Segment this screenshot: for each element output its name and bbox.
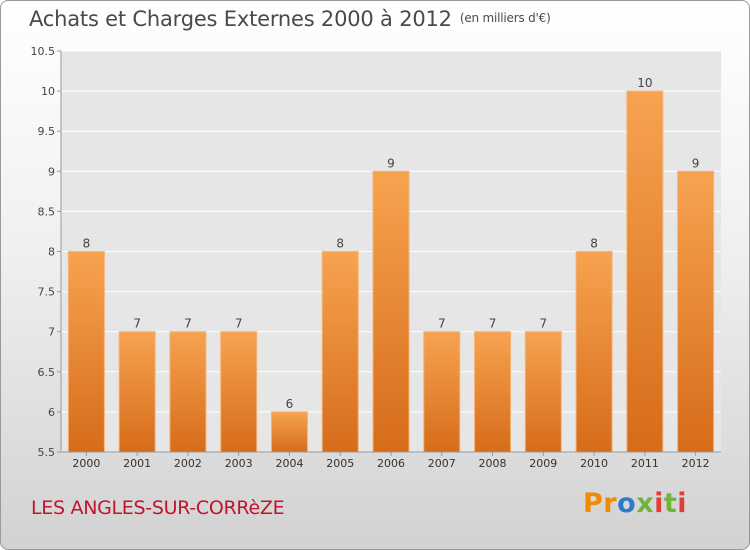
x-tick-label: 2003 bbox=[225, 457, 253, 470]
y-tick-label: 7 bbox=[48, 326, 55, 339]
data-label: 7 bbox=[235, 317, 243, 331]
labels: 5.5 6 6.5 7 7.5 8 8.5 9 9.5 10 10.5 8 2000 7 2001 7 2002… bbox=[31, 45, 710, 470]
y-tick-label: 6 bbox=[48, 406, 55, 419]
chart-title: Achats et Charges Externes 2000 à 2012 (e… bbox=[29, 7, 551, 31]
x-tick-label: 2012 bbox=[682, 457, 710, 470]
logo-letter: r bbox=[603, 488, 618, 519]
x-tick-label: 2009 bbox=[529, 457, 557, 470]
bar bbox=[169, 331, 207, 453]
bar bbox=[372, 170, 410, 453]
y-tick-label: 8.5 bbox=[38, 205, 56, 218]
bar bbox=[524, 331, 562, 453]
y-tick-label: 8 bbox=[48, 246, 55, 259]
axes bbox=[57, 50, 721, 456]
logo-letter: t bbox=[663, 488, 678, 519]
y-tick-label: 7.5 bbox=[38, 286, 56, 299]
x-tick-label: 2001 bbox=[123, 457, 151, 470]
data-label: 7 bbox=[489, 317, 497, 331]
logo-letter: P bbox=[583, 488, 604, 519]
x-tick-label: 2010 bbox=[580, 457, 608, 470]
data-label: 7 bbox=[184, 317, 192, 331]
y-tick-label: 6.5 bbox=[38, 366, 56, 379]
bar bbox=[575, 251, 613, 453]
data-label: 9 bbox=[692, 156, 700, 170]
x-tick-label: 2004 bbox=[275, 457, 303, 470]
bar bbox=[220, 331, 258, 453]
x-tick-label: 2002 bbox=[174, 457, 202, 470]
data-label: 8 bbox=[336, 237, 344, 251]
bar bbox=[474, 331, 512, 453]
y-tick-label: 5.5 bbox=[38, 446, 56, 459]
logo-letter: o bbox=[617, 488, 637, 519]
x-tick-label: 2005 bbox=[326, 457, 354, 470]
logo-letter: i bbox=[677, 488, 688, 519]
data-label: 8 bbox=[83, 237, 91, 251]
logo-letter: x bbox=[636, 488, 655, 519]
proxiti-logo: Proxiti bbox=[583, 488, 687, 519]
chart-title-text: Achats et Charges Externes 2000 à 2012 bbox=[29, 7, 452, 31]
data-label: 7 bbox=[438, 317, 446, 331]
chart-subtitle: (en milliers d'€) bbox=[459, 11, 551, 25]
data-label: 7 bbox=[539, 317, 547, 331]
data-label: 10 bbox=[637, 76, 652, 90]
y-tick-label: 10.5 bbox=[31, 45, 56, 58]
bar bbox=[118, 331, 156, 453]
x-tick-label: 2008 bbox=[479, 457, 507, 470]
y-tick-label: 9.5 bbox=[38, 125, 56, 138]
y-tick-label: 9 bbox=[48, 165, 55, 178]
bar bbox=[67, 251, 105, 453]
x-tick-label: 2011 bbox=[631, 457, 659, 470]
bar bbox=[321, 251, 359, 453]
bar bbox=[423, 331, 461, 453]
bars bbox=[67, 90, 715, 453]
bar bbox=[626, 90, 664, 453]
data-label: 8 bbox=[590, 237, 598, 251]
data-label: 7 bbox=[133, 317, 141, 331]
x-tick-label: 2007 bbox=[428, 457, 456, 470]
data-label: 6 bbox=[286, 397, 294, 411]
place-name: LES ANGLES-SUR-CORRèZE bbox=[31, 497, 285, 519]
y-tick-label: 10 bbox=[41, 85, 55, 98]
data-label: 9 bbox=[387, 156, 395, 170]
bar bbox=[677, 170, 715, 453]
bar bbox=[270, 411, 308, 453]
x-tick-label: 2006 bbox=[377, 457, 405, 470]
logo-letter: i bbox=[654, 488, 664, 519]
x-tick-label: 2000 bbox=[72, 457, 100, 470]
